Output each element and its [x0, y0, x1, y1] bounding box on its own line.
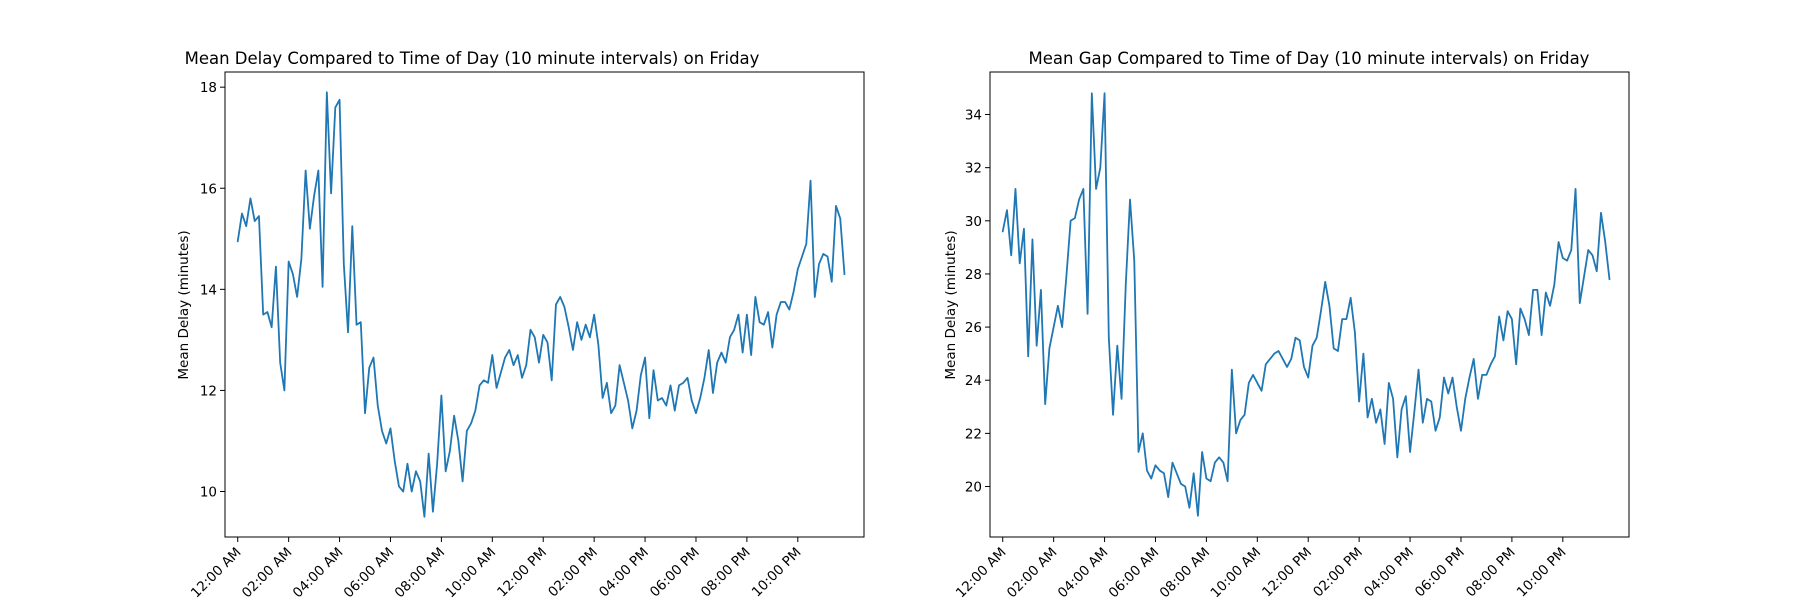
delay-x-tick-label: 06:00 PM	[647, 545, 703, 600]
gap-chart: Mean Gap Compared to Time of Day (10 min…	[943, 49, 1630, 601]
gap-y-tick-label: 26	[965, 320, 982, 336]
gap-y-tick-label: 30	[965, 214, 982, 230]
delay-x-tick-label: 02:00 AM	[239, 545, 296, 600]
delay-x-tick-label: 12:00 AM	[188, 545, 245, 600]
delay-y-tick-label: 16	[200, 181, 217, 197]
gap-y-tick-label: 32	[965, 161, 982, 177]
delay-x-tick-label: 06:00 AM	[341, 545, 398, 600]
gap-series-line	[1001, 92, 1611, 517]
gap-chart-y-ticks: 20 22 24 26 28 30 32 34	[965, 108, 990, 496]
gap-x-tick-label: 06:00 AM	[1106, 545, 1163, 600]
gap-x-tick-label: 02:00 PM	[1310, 545, 1366, 600]
delay-x-tick-label: 04:00 PM	[596, 545, 652, 600]
gap-x-tick-label: 12:00 AM	[953, 545, 1010, 600]
gap-chart-plot-area	[989, 71, 1630, 538]
delay-y-tick-label: 14	[200, 282, 217, 298]
gap-x-tick-label: 06:00 PM	[1412, 545, 1468, 600]
gap-y-tick-label: 20	[965, 480, 982, 496]
gap-x-tick-label: 10:00 AM	[1208, 545, 1265, 600]
delay-x-tick-label: 10:00 AM	[443, 545, 500, 600]
gap-x-tick-label: 12:00 PM	[1259, 545, 1315, 600]
delay-chart-y-axis-label: Mean Delay (minutes)	[176, 230, 192, 379]
gap-x-tick-label: 08:00 PM	[1463, 545, 1519, 600]
delay-series-line	[236, 91, 846, 518]
delay-chart-title: Mean Delay Compared to Time of Day (10 m…	[185, 49, 760, 68]
gap-y-tick-label: 24	[965, 373, 982, 389]
gap-x-tick-label: 04:00 AM	[1055, 545, 1112, 600]
gap-chart-title: Mean Gap Compared to Time of Day (10 min…	[1029, 49, 1590, 68]
gap-chart-y-axis-label: Mean Delay (minutes)	[943, 230, 959, 379]
gap-x-tick-label: 08:00 AM	[1157, 545, 1214, 600]
delay-y-tick-label: 10	[200, 485, 217, 501]
delay-chart: Mean Delay Compared to Time of Day (10 m…	[176, 49, 865, 601]
gap-x-tick-label: 02:00 AM	[1004, 545, 1061, 600]
gap-y-tick-label: 28	[965, 267, 982, 283]
delay-y-tick-label: 12	[200, 383, 217, 399]
gap-y-tick-label: 22	[965, 426, 982, 442]
gap-x-tick-label: 04:00 PM	[1361, 545, 1417, 600]
gap-y-tick-label: 34	[965, 108, 982, 124]
delay-x-tick-label: 04:00 AM	[290, 545, 347, 600]
delay-y-tick-label: 18	[200, 80, 217, 96]
delay-x-tick-label: 08:00 AM	[392, 545, 449, 600]
delay-chart-y-ticks: 10 12 14 16 18	[200, 80, 225, 501]
delay-x-tick-label: 08:00 PM	[698, 545, 754, 600]
delay-x-tick-label: 10:00 PM	[749, 545, 805, 600]
delay-chart-plot-area	[224, 71, 865, 538]
delay-x-tick-label: 12:00 PM	[494, 545, 550, 600]
gap-x-tick-label: 10:00 PM	[1514, 545, 1570, 600]
delay-x-tick-label: 02:00 PM	[545, 545, 601, 600]
